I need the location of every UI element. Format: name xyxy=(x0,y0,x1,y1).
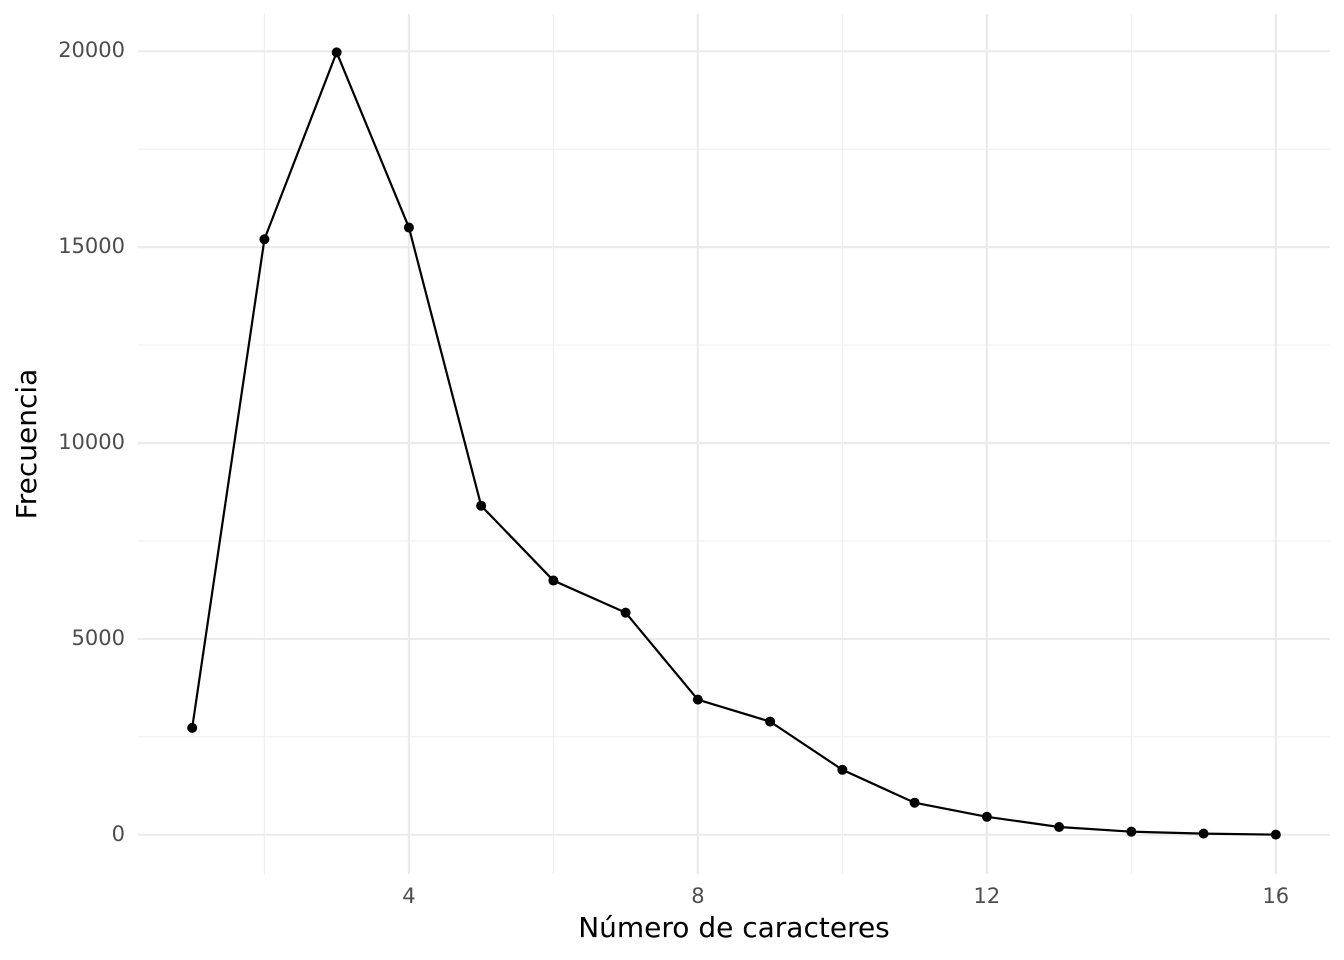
x-tick-label: 4 xyxy=(402,884,415,908)
point xyxy=(1126,826,1137,837)
point xyxy=(1270,829,1281,840)
point xyxy=(476,500,487,511)
y-axis-title: Frecuencia xyxy=(10,369,43,520)
point xyxy=(1198,828,1209,839)
y-tick-label: 20000 xyxy=(58,38,125,62)
point xyxy=(765,716,776,727)
point xyxy=(620,607,631,618)
x-tick-label: 16 xyxy=(1262,884,1289,908)
y-tick-label: 0 xyxy=(112,822,125,846)
point xyxy=(259,234,270,245)
point xyxy=(403,222,414,233)
y-tick-label: 5000 xyxy=(72,626,125,650)
point xyxy=(187,722,198,733)
line xyxy=(191,49,1276,836)
y-tick-label: 15000 xyxy=(58,234,125,258)
point xyxy=(548,575,559,586)
point xyxy=(1054,821,1065,832)
x-axis-title: Número de caracteres xyxy=(578,911,890,944)
x-tick-label: 8 xyxy=(691,884,704,908)
point xyxy=(909,797,920,808)
point xyxy=(692,694,703,705)
point xyxy=(981,811,992,822)
y-tick-label: 10000 xyxy=(58,430,125,454)
point xyxy=(331,47,342,58)
x-tick-label: 12 xyxy=(973,884,1000,908)
point xyxy=(837,764,848,775)
